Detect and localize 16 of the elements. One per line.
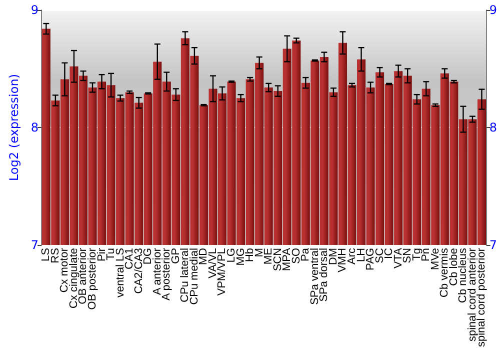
y2-tick-label: 9 [489,3,498,17]
x-tick-label: IC [383,248,396,259]
y2-tick-label: 8 [489,120,498,134]
x-tick-label: Cb lobe [448,248,460,286]
y-axis-title: Log2 (expression) [7,74,21,181]
x-tick-label: OB anterior [77,248,90,304]
x-tick-label: RS [49,248,62,264]
y-tick-label: 8 [30,120,39,134]
y-tick-label: 7 [30,238,39,252]
x-tick-label: Pa [300,247,312,262]
y-tick-label: 9 [30,3,39,17]
x-tick-label: spinal cord posterior [476,248,488,348]
x-tick-label: SO [290,248,302,264]
x-tick-label: SCN [272,248,284,272]
y2-tick-label: 7 [489,238,498,252]
x-tick-label: CPu medial [188,248,200,305]
